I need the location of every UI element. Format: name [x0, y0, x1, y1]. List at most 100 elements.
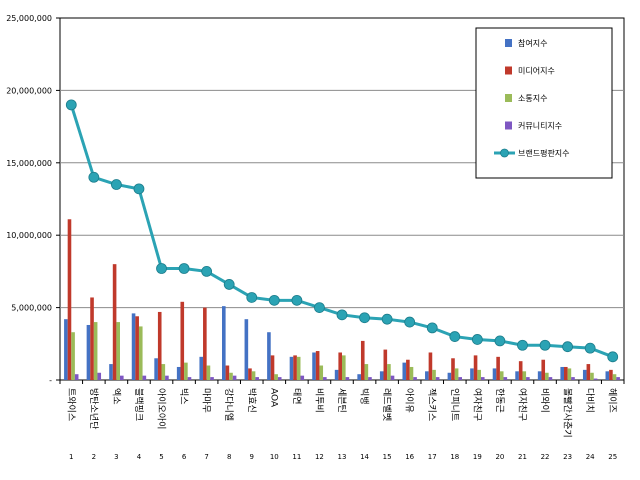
- bar-3-12: [345, 377, 350, 380]
- bar-0-20: [515, 371, 519, 380]
- bar-0-12: [334, 369, 339, 380]
- bar-3-9: [277, 377, 282, 380]
- x-category-label: 트와이스: [65, 388, 77, 421]
- y-axis: - 5,000,000 10,000,000 15,000,000 20,000,000…: [6, 14, 60, 385]
- bar-0-3: [131, 313, 136, 380]
- x-index-label: 1: [69, 453, 73, 461]
- line-point-21: [539, 339, 551, 351]
- bar-2-4: [161, 364, 166, 380]
- x-index-label: 9: [250, 453, 254, 461]
- bar-0-19: [492, 368, 497, 380]
- x-category-label: 레드벨벳: [381, 388, 392, 421]
- bar-2-22: [567, 368, 572, 380]
- bar-1-9: [270, 355, 275, 380]
- x-index-label: 19: [473, 453, 482, 461]
- x-index-label: 15: [383, 453, 392, 461]
- bar-1-8: [248, 368, 252, 380]
- x-category-label: 헤이즈: [607, 388, 619, 413]
- line-point-12: [336, 309, 348, 321]
- bar-1-13: [360, 340, 365, 380]
- line-point-7: [223, 279, 235, 290]
- x-category-label: AOA: [268, 388, 278, 408]
- bar-0-22: [560, 366, 564, 380]
- bar-0-7: [222, 306, 226, 380]
- bar-1-24: [609, 369, 613, 380]
- bar-1-6: [203, 307, 207, 380]
- bar-2-24: [612, 374, 617, 380]
- x-category-label: 아이오아이: [156, 388, 167, 429]
- x-index-label: 2: [92, 453, 96, 461]
- bar-0-4: [154, 358, 158, 380]
- x-category-label: 박효신: [246, 388, 257, 413]
- bar-2-15: [409, 366, 414, 380]
- x-category-label: 여자친구: [471, 388, 483, 421]
- bar-0-16: [425, 371, 429, 380]
- x-category-label: 비투비: [313, 388, 324, 413]
- bar-0-24: [605, 371, 610, 380]
- bar-0-18: [470, 368, 474, 380]
- legend-label-4: 브랜드평판지수: [518, 148, 570, 158]
- bar-0-10: [289, 356, 294, 380]
- line-point-0: [65, 99, 77, 111]
- bar-1-23: [586, 364, 591, 380]
- x-category-label: 엑소: [110, 388, 122, 405]
- bar-2-16: [432, 369, 436, 380]
- x-index-label: 7: [204, 453, 208, 461]
- bar-1-10: [293, 355, 297, 380]
- gridlines: [60, 89, 624, 309]
- legend-swatch-1: [505, 66, 512, 75]
- x-index-label: 20: [495, 453, 504, 461]
- x-index-label: 11: [292, 453, 301, 461]
- bar-3-17: [458, 377, 462, 380]
- bar-3-24: [616, 377, 620, 380]
- bar-2-7: [229, 372, 233, 380]
- line-point-14: [381, 313, 393, 325]
- line-series: [65, 99, 619, 363]
- bar-3-22: [571, 377, 575, 380]
- line-point-11: [314, 302, 325, 314]
- bar-3-21: [548, 377, 553, 380]
- line-point-16: [426, 322, 438, 334]
- x-index-label: 4: [137, 453, 142, 461]
- bar-0-21: [537, 371, 542, 380]
- x-category-label: 여자친구: [516, 388, 528, 421]
- line-point-13: [359, 312, 370, 324]
- bar-3-8: [255, 377, 259, 380]
- y-tick-label: 15,000,000: [6, 159, 52, 168]
- bar-2-1: [93, 322, 98, 380]
- line-point-2: [111, 179, 122, 190]
- line-point-8: [246, 292, 258, 303]
- bar-1-16: [428, 352, 433, 380]
- bar-0-8: [244, 319, 249, 380]
- legend-label-1: 미디어지수: [518, 66, 555, 76]
- bar-2-17: [454, 368, 459, 380]
- x-category-label: 젝스키스: [426, 388, 437, 421]
- bar-0-9: [267, 332, 271, 380]
- bar-2-2: [116, 322, 120, 380]
- bar-3-4: [165, 375, 169, 380]
- bar-1-12: [338, 352, 342, 380]
- x-axis-categories: 트와이스 방탄소년단 엑소 블랙핑크 아이오아이 빅스 마마무 강다니엘 박효신 AOA 태연 비투비…: [59, 380, 625, 438]
- bar-1-4: [157, 311, 162, 380]
- line-point-6: [201, 265, 213, 277]
- x-category-label: 태연: [291, 388, 302, 405]
- legend-label-2: 소통지수: [518, 94, 547, 103]
- line-point-1: [88, 171, 100, 183]
- bar-2-13: [364, 364, 369, 380]
- bar-1-14: [383, 349, 388, 380]
- bar-2-6: [206, 365, 211, 380]
- legend-swatch-3: [505, 121, 512, 130]
- legend-swatch-2: [505, 94, 512, 102]
- line-point-19: [494, 335, 506, 347]
- bar-0-23: [582, 369, 587, 380]
- bar-1-15: [406, 359, 410, 380]
- line-point-17: [449, 331, 461, 342]
- bar-1-0: [67, 219, 72, 380]
- x-index-label: 18: [450, 453, 459, 461]
- bar-0-6: [199, 356, 204, 380]
- bar-3-10: [300, 375, 305, 380]
- line-point-3: [133, 183, 145, 195]
- x-index-label: 10: [270, 453, 279, 461]
- bar-1-11: [315, 351, 320, 380]
